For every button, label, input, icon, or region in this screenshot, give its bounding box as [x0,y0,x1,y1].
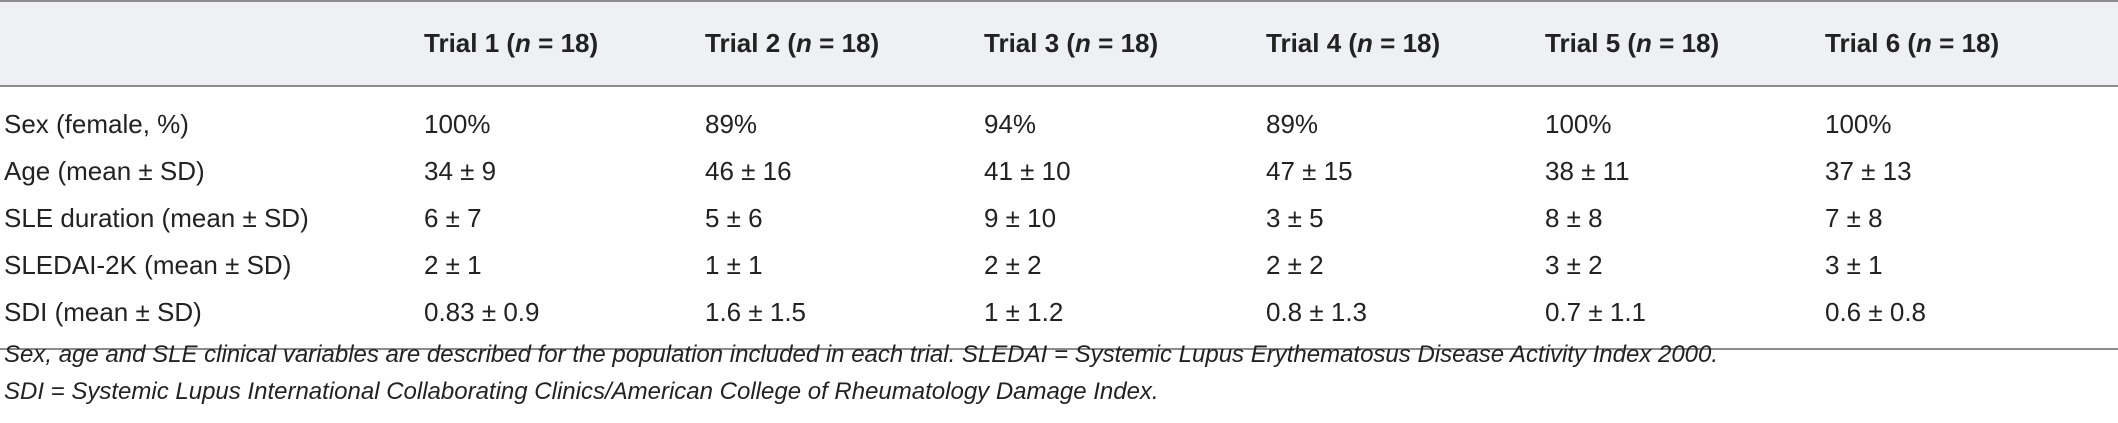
header-cell-trial-1: Trial 1 (n = 18) [424,0,705,87]
table-cell: 6 ± 7 [424,203,482,233]
row-label: Age (mean ± SD) [4,156,205,186]
footnote-line-2: SDI = Systemic Lupus International Colla… [4,378,1159,405]
table-cell: 0.7 ± 1.1 [1545,289,1825,350]
table-cell: 100% [424,109,491,139]
table-cell: 89% [705,109,758,139]
row-label: SLE duration (mean ± SD) [4,203,309,233]
table-cell: 0.8 ± 1.3 [1266,289,1545,350]
table-cell: 9 ± 10 [984,203,1057,233]
table-footnote: Sex, age and SLE clinical variables are … [4,336,2104,410]
table-cell: 47 ± 15 [1266,156,1353,186]
header-row: Trial 1 (n = 18) Trial 2 (n = 18) Trial … [0,0,2118,87]
table-row-age: Age (mean ± SD) 34 ± 9 46 ± 16 41 ± 10 4… [0,148,2118,195]
header-cell-trial-2: Trial 2 (n = 18) [705,0,984,87]
table-row-sledai: SLEDAI-2K (mean ± SD) 2 ± 1 1 ± 1 2 ± 2 … [0,242,2118,289]
table-cell: 3 ± 5 [1266,203,1324,233]
table-cell: 2 ± 2 [984,250,1042,280]
table-cell: 1.6 ± 1.5 [705,289,984,350]
table-cell: 38 ± 11 [1545,156,1630,186]
table-cell: 89% [1266,109,1319,139]
row-label: SLEDAI-2K (mean ± SD) [4,250,292,280]
table-cell: 34 ± 9 [424,156,497,186]
table-cell: 46 ± 16 [705,156,792,186]
table-cell: 1 ± 1 [705,250,763,280]
header-cell-trial-3: Trial 3 (n = 18) [984,0,1266,87]
table-cell: 3 ± 2 [1545,250,1603,280]
header-cell-trial-5: Trial 5 (n = 18) [1545,0,1825,87]
table-cell: 1 ± 1.2 [984,289,1266,350]
demographics-table: Trial 1 (n = 18) Trial 2 (n = 18) Trial … [0,0,2118,350]
table-cell: 37 ± 13 [1825,156,1912,186]
table-row-sdi: SDI (mean ± SD) 0.83 ± 0.9 1.6 ± 1.5 1 ±… [0,289,2118,350]
table-cell: 2 ± 1 [424,250,482,280]
table-cell: 0.6 ± 0.8 [1825,289,2118,350]
header-cell-trial-6: Trial 6 (n = 18) [1825,0,2118,87]
table-cell: 94% [984,109,1037,139]
table-cell: 3 ± 1 [1825,250,1883,280]
table-cell: 100% [1545,109,1612,139]
table-cell: 7 ± 8 [1825,203,1883,233]
header-cell-trial-4: Trial 4 (n = 18) [1266,0,1545,87]
table-cell: 100% [1825,109,1892,139]
table-cell: 0.83 ± 0.9 [424,289,705,350]
demographics-table-container: Trial 1 (n = 18) Trial 2 (n = 18) Trial … [0,0,2118,350]
table-cell: 8 ± 8 [1545,203,1603,233]
row-label: Sex (female, %) [4,109,189,139]
table-row-sex: Sex (female, %) 100% 89% 94% 89% 100% 10… [0,86,2118,148]
header-cell-empty [0,0,424,87]
table-cell: 41 ± 10 [984,156,1071,186]
table-body: Sex (female, %) 100% 89% 94% 89% 100% 10… [0,86,2118,350]
table-row-sle-duration: SLE duration (mean ± SD) 6 ± 7 5 ± 6 9 ±… [0,195,2118,242]
row-label: SDI (mean ± SD) [0,289,424,350]
footnote-line-1: Sex, age and SLE clinical variables are … [4,341,1719,368]
table-header: Trial 1 (n = 18) Trial 2 (n = 18) Trial … [0,0,2118,87]
table-cell: 5 ± 6 [705,203,763,233]
table-cell: 2 ± 2 [1266,250,1324,280]
